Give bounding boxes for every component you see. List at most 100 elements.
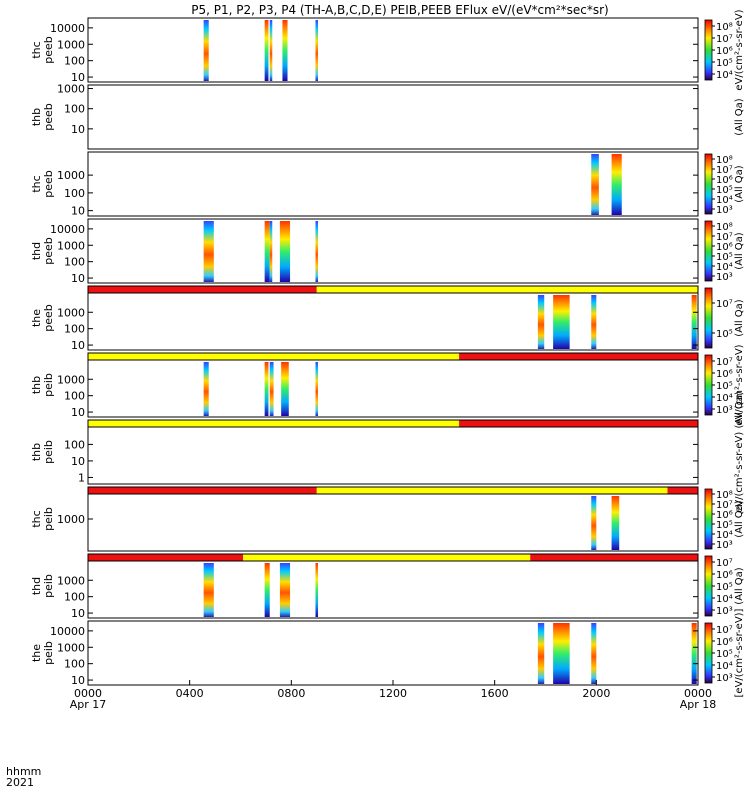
spectrogram-strip	[591, 295, 597, 349]
y-tick-label: 1000	[57, 641, 85, 654]
y-tick-label: 100	[64, 591, 85, 604]
y-tick-label: 1000	[57, 373, 85, 386]
colorbar-tick-label: 10³	[716, 272, 733, 283]
flag-segment	[459, 420, 698, 427]
y-tick-label: 100	[64, 658, 85, 671]
colorbar-tick-label: 10⁴	[716, 594, 733, 605]
y-tick-label: 100	[64, 103, 85, 116]
spectrogram-strip	[203, 563, 214, 617]
colorbar-tick-label: 10⁶	[716, 175, 733, 186]
spectrogram-strip	[264, 362, 269, 416]
spectrogram-strip	[264, 563, 270, 617]
y-tick-label: 10000	[50, 223, 85, 236]
x-tick-label: 0000	[74, 687, 102, 700]
colorbar-tick-label: 10⁵	[716, 649, 733, 660]
panel-frame	[87, 419, 699, 485]
spectrogram-strip	[269, 221, 273, 282]
colorbar-tick-label: 10⁶	[716, 242, 733, 253]
y-tick-label: 100	[64, 323, 85, 336]
panel-frame	[87, 285, 699, 351]
colorbar-caption: (All Qa)	[734, 98, 745, 135]
colorbar	[704, 287, 713, 349]
colorbar-tick-label: 10⁴	[716, 70, 733, 81]
y-tick-label: 1000	[57, 38, 85, 51]
colorbar-tick-label: 10⁵	[716, 329, 733, 340]
spectrogram-strip	[281, 362, 289, 416]
spectrogram-strip	[279, 221, 291, 282]
product-label: peib	[42, 507, 55, 531]
flag-segment	[88, 554, 244, 561]
y-tick-label: 10	[71, 71, 85, 84]
flag-segment	[530, 554, 698, 561]
probe-label: thd	[30, 242, 43, 260]
spectrogram-strip	[591, 496, 597, 550]
colorbar-tick-label: 10⁴	[716, 195, 733, 206]
colorbar-tick-label: 10⁵	[716, 58, 733, 69]
x-tick-label: 0400	[176, 687, 204, 700]
y-tick-label: 10	[71, 455, 85, 468]
y-tick-label: 10	[71, 205, 85, 218]
spectrogram-strip	[264, 221, 270, 282]
product-label: peeb	[42, 304, 55, 332]
flag-segment	[667, 487, 698, 494]
colorbar-tick-label: 10⁷	[716, 34, 733, 45]
colorbar-tick-label: 10⁸	[716, 222, 733, 233]
y-tick-label: 10	[71, 339, 85, 352]
spectrogram-strip	[203, 221, 214, 282]
y-tick-label: 100	[64, 438, 85, 451]
hhmm-label: hhmm	[6, 765, 41, 778]
x-tick-label: 0000	[684, 687, 712, 700]
y-tick-label: 10	[71, 272, 85, 285]
colorbar-tick-label: 10⁵	[716, 185, 733, 196]
colorbar-tick-label: 10⁴	[716, 530, 733, 541]
y-tick-label: 1000	[57, 574, 85, 587]
colorbar-caption: eV/(cm²-s-sr-eV)	[734, 9, 745, 90]
probe-label: thb	[30, 376, 43, 394]
colorbar-caption: (All Qa)	[734, 232, 745, 269]
colorbar-caption: (All Qa)	[734, 567, 745, 604]
probe-label: thd	[30, 577, 43, 595]
y-tick-label: 1000	[57, 239, 85, 252]
colorbar-caption: [eV/(cm²-s-sr-eV)]	[734, 608, 745, 697]
y-tick-label: 10000	[50, 625, 85, 638]
colorbar-tick-label: 10⁷	[716, 625, 733, 636]
panel-the-peeb: 10 100 1000 the peeb 10⁵ 10⁷ (All Qa)	[30, 285, 745, 352]
panel-frame	[87, 486, 699, 552]
flag-segment	[88, 420, 460, 427]
probe-label: thc	[30, 41, 43, 58]
colorbar-tick-label: 10⁷	[716, 232, 733, 243]
x-tick-date: Apr 17	[70, 698, 107, 711]
y-tick-label: 100	[64, 390, 85, 403]
colorbar-tick-label: 10⁴	[716, 393, 733, 404]
y-tick-label: 1000	[57, 169, 85, 182]
x-tick-date: Apr 18	[680, 698, 717, 711]
spectrogram-strip	[269, 362, 274, 416]
colorbar-tick-label: 10⁴	[716, 661, 733, 672]
spectrogram-strip	[591, 154, 599, 215]
y-tick-label: 10	[71, 123, 85, 136]
spectrogram-strip	[315, 20, 319, 81]
flag-segment	[459, 353, 698, 360]
colorbar	[704, 354, 713, 416]
spectrogram-strip	[315, 221, 319, 282]
product-label: peib	[42, 641, 55, 665]
panel-frame	[87, 553, 699, 619]
colorbar	[704, 622, 713, 684]
colorbar-caption: eV/(cm²-s-sr-eV)	[734, 344, 745, 425]
product-label: peeb	[42, 103, 55, 131]
colorbar-tick-label: 10⁸	[716, 22, 733, 33]
colorbar-tick-label: 10⁷	[716, 165, 733, 176]
panel-frame	[87, 352, 699, 418]
colorbar-tick-label: 10³	[716, 540, 733, 551]
colorbar-caption: (All Qa)	[734, 500, 745, 537]
colorbar-tick-label: 10⁶	[716, 570, 733, 581]
y-tick-label: 100	[64, 187, 85, 200]
probe-label: the	[30, 644, 43, 662]
y-tick-label: 10	[71, 406, 85, 419]
colorbar-tick-label: 10⁷	[716, 558, 733, 569]
